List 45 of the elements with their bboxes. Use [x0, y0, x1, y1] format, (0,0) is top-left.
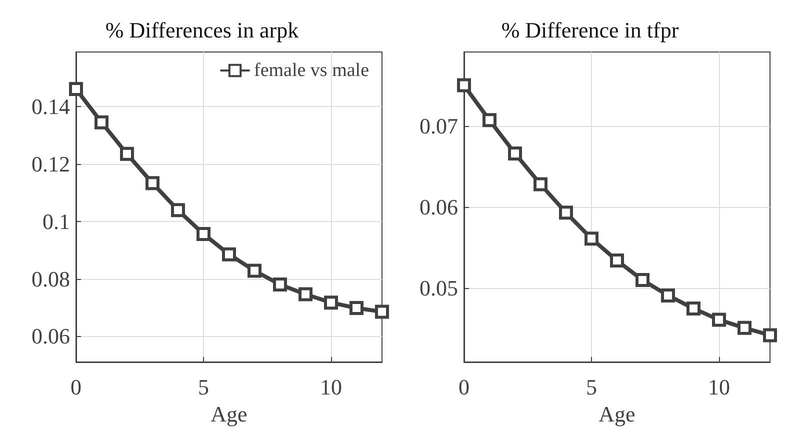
y-tick-label: 0.07 — [420, 113, 458, 138]
point — [120, 146, 134, 161]
point — [661, 288, 675, 302]
x-tick-label: 5 — [198, 374, 209, 400]
point — [686, 301, 700, 316]
x-axis-title: Age — [598, 401, 636, 426]
point — [559, 206, 573, 220]
y-tick-label: 0.05 — [420, 276, 458, 301]
point — [610, 254, 624, 268]
point — [298, 287, 312, 302]
point — [146, 176, 160, 190]
point — [350, 301, 364, 316]
y-tick-label: 0.06 — [420, 194, 458, 220]
legend-label: female vs male — [254, 60, 370, 81]
chart-title: % Differences in arpk — [105, 18, 299, 42]
y-tick-label: 0.1 — [42, 208, 70, 234]
x-tick-label: 0 — [70, 374, 82, 400]
point — [763, 328, 777, 342]
point — [738, 320, 752, 335]
x-tick-label: 10 — [320, 374, 342, 400]
point — [273, 278, 287, 292]
x-axis-title: Age — [210, 401, 248, 426]
point — [482, 113, 496, 128]
point — [534, 177, 548, 192]
y-tick-label: 0.12 — [32, 151, 70, 176]
y-tick-label: 0.06 — [32, 324, 70, 349]
point — [324, 296, 338, 310]
point — [248, 264, 262, 278]
point — [196, 226, 210, 241]
point — [69, 82, 83, 96]
point — [375, 304, 389, 319]
chart-title: % Difference in tfpr — [501, 18, 680, 42]
point — [457, 78, 471, 92]
point — [584, 232, 598, 246]
point — [636, 273, 650, 288]
y-tick-label: 0.14 — [32, 94, 70, 120]
point — [508, 146, 522, 160]
x-tick-label: 5 — [586, 374, 597, 400]
point — [222, 247, 236, 262]
x-tick-label: 10 — [708, 374, 730, 400]
y-tick-label: 0.08 — [32, 266, 70, 292]
x-tick-label: 0 — [458, 374, 470, 400]
point — [712, 312, 726, 327]
point — [171, 203, 185, 218]
point — [94, 115, 108, 130]
